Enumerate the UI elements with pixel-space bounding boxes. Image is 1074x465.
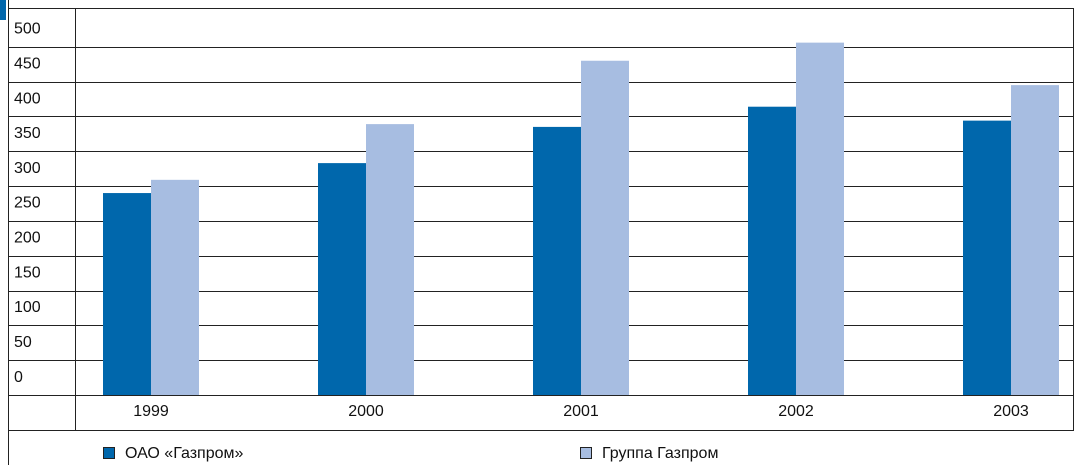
- bar: [103, 193, 151, 395]
- legend-swatch: [580, 447, 592, 459]
- x-tick-label: 2001: [563, 403, 599, 420]
- x-tick-label: 2000: [348, 403, 384, 420]
- bar: [748, 106, 796, 396]
- y-tick-label: 300: [14, 160, 41, 177]
- y-tick-label: 200: [14, 230, 41, 247]
- x-tick-label: 1999: [133, 403, 169, 420]
- y-tick-label: 400: [14, 90, 41, 107]
- bar: [1011, 85, 1059, 396]
- legend-label: Группа Газпром: [602, 445, 718, 462]
- y-tick-label: 450: [14, 55, 41, 72]
- legend-swatch: [103, 447, 115, 459]
- y-tick-label: 500: [14, 21, 41, 38]
- y-tick-label: 50: [14, 334, 32, 351]
- bar: [366, 124, 414, 395]
- y-tick-label: 100: [14, 299, 41, 316]
- corner-mark: [0, 0, 6, 20]
- bar: [318, 163, 366, 395]
- bar: [581, 60, 629, 395]
- y-tick-label: 350: [14, 125, 41, 142]
- bar: [796, 42, 844, 395]
- x-tick-label: 2002: [778, 403, 814, 420]
- y-tick-label: 150: [14, 264, 41, 281]
- x-tick-label: 2003: [993, 403, 1029, 420]
- bar: [963, 120, 1011, 396]
- y-tick-label: 0: [14, 369, 23, 386]
- legend-label: ОАО «Газпром»: [125, 445, 243, 462]
- bar: [533, 126, 581, 396]
- y-tick-label: 250: [14, 195, 41, 212]
- bar: [151, 179, 199, 395]
